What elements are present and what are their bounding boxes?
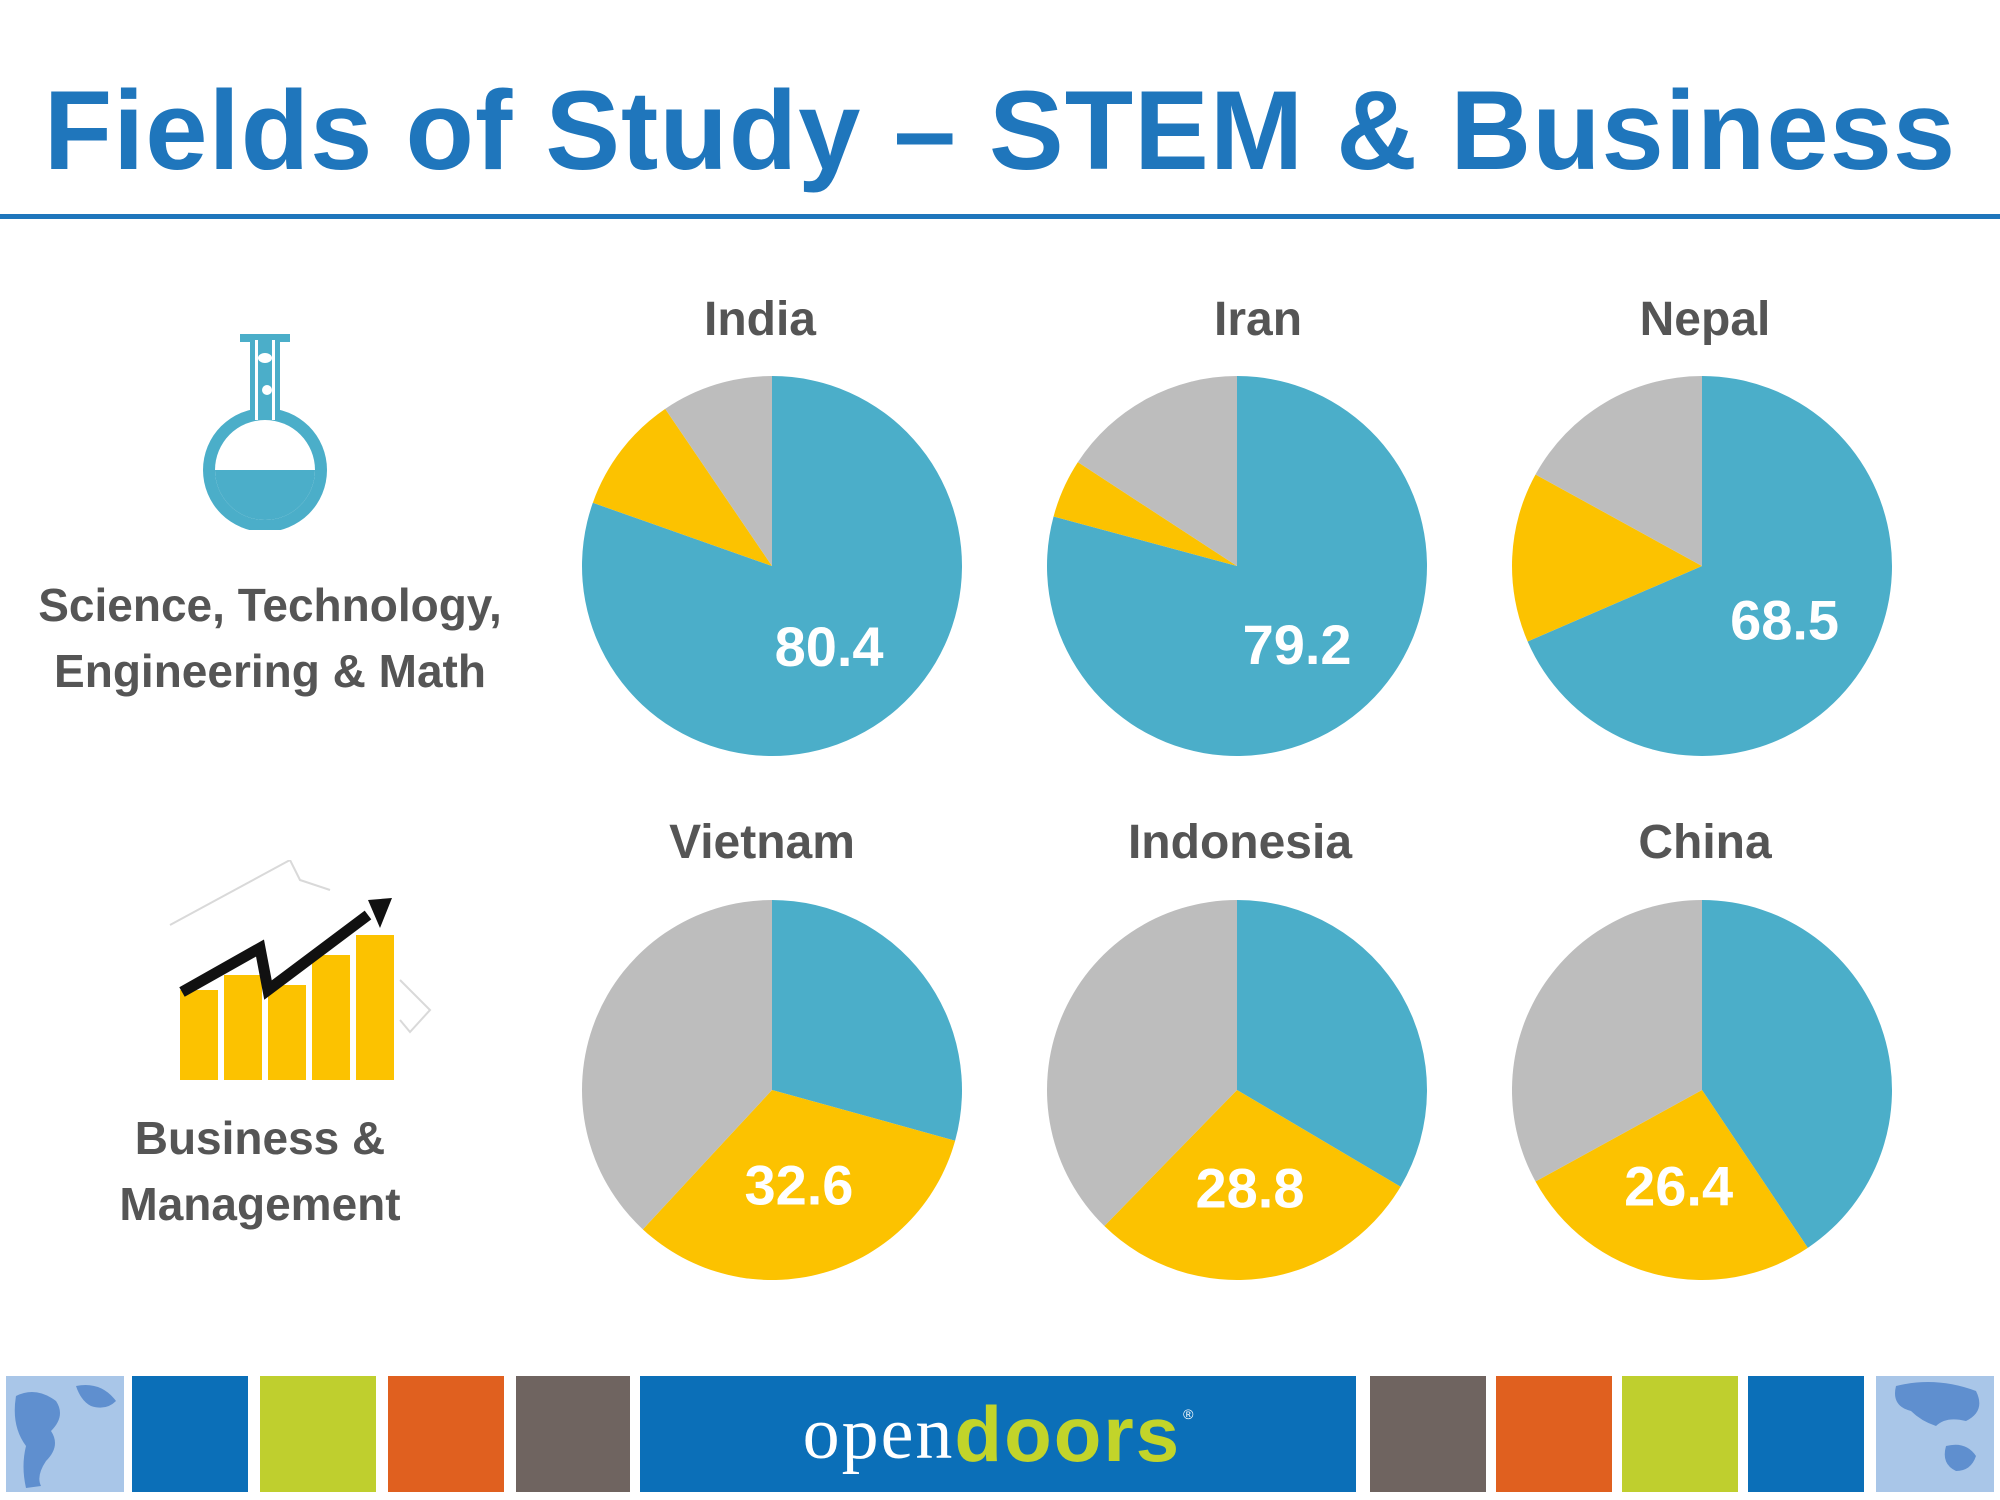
pie-value-label: 80.4 xyxy=(775,615,884,678)
pie-chart-indonesia: 28.8 xyxy=(1047,900,1427,1280)
title-divider xyxy=(0,214,2000,219)
footer-tile-1 xyxy=(132,1376,248,1492)
pie-chart-china: 26.4 xyxy=(1512,900,1892,1280)
footer-banner: open doors ® xyxy=(0,1376,2000,1492)
pie-slice-business xyxy=(1104,1090,1401,1280)
world-map-left-icon xyxy=(6,1376,124,1492)
pie-title-iran: Iran xyxy=(1213,293,1303,346)
growth-chart-icon xyxy=(169,860,432,1080)
pie-chart-india: 80.4 xyxy=(582,376,962,756)
page-title: Fields of Study – STEM & Business xyxy=(43,68,1957,193)
pie-title-india: India xyxy=(703,293,816,346)
pie-title-china: China xyxy=(1638,816,1772,869)
pie-slice-other xyxy=(1512,900,1702,1182)
pie-chart-vietnam: 32.6 xyxy=(582,900,962,1280)
pie-value-label: 32.6 xyxy=(744,1154,853,1217)
pie-slice-other xyxy=(1077,376,1237,566)
pie-slice-stem xyxy=(1702,900,1892,1248)
business-category-label: Business & Management xyxy=(119,1112,401,1230)
pie-slice-business xyxy=(642,1090,956,1280)
pie-slice-other xyxy=(582,900,772,1230)
pie-slice-other xyxy=(1535,376,1702,566)
footer-tile-7 xyxy=(1622,1376,1738,1492)
pie-chart-iran: 79.2 xyxy=(1047,376,1427,756)
opendoors-logo: open doors ® xyxy=(640,1376,1356,1492)
footer-tile-8 xyxy=(1748,1376,1864,1492)
pie-title-indonesia: Indonesia xyxy=(1127,816,1353,869)
footer-tile-3 xyxy=(388,1376,504,1492)
pie-value-label: 79.2 xyxy=(1243,613,1352,676)
stem-category-label: Science, Technology, Engineering & Math xyxy=(38,579,502,697)
pie-slice-business xyxy=(592,408,772,566)
pie-slice-other xyxy=(1047,900,1237,1227)
footer-tile-5 xyxy=(1370,1376,1486,1492)
pie-slice-stem xyxy=(1527,376,1892,756)
pie-slice-stem xyxy=(772,900,962,1141)
logo-text-doors: doors xyxy=(954,1389,1182,1478)
pie-value-label: 68.5 xyxy=(1730,589,1839,652)
footer-tile-4 xyxy=(516,1376,630,1492)
pie-chart-nepal: 68.5 xyxy=(1512,376,1892,756)
pie-slice-other xyxy=(665,376,772,566)
pie-title-nepal: Nepal xyxy=(1639,293,1771,346)
footer-tile-6 xyxy=(1496,1376,1612,1492)
pie-slice-stem xyxy=(1237,900,1427,1187)
pie-slice-business xyxy=(1512,474,1702,642)
pie-slice-business xyxy=(1535,1090,1808,1280)
logo-text-open: open xyxy=(802,1392,955,1475)
logo-registered-mark: ® xyxy=(1183,1406,1194,1422)
pie-value-label: 26.4 xyxy=(1624,1154,1733,1217)
pie-slice-business xyxy=(1053,462,1237,566)
pie-title-vietnam: Vietnam xyxy=(669,816,855,869)
pie-value-label: 28.8 xyxy=(1195,1156,1304,1219)
flask-icon xyxy=(203,334,327,530)
footer-tile-2 xyxy=(260,1376,376,1492)
world-map-right-icon xyxy=(1876,1376,1994,1492)
